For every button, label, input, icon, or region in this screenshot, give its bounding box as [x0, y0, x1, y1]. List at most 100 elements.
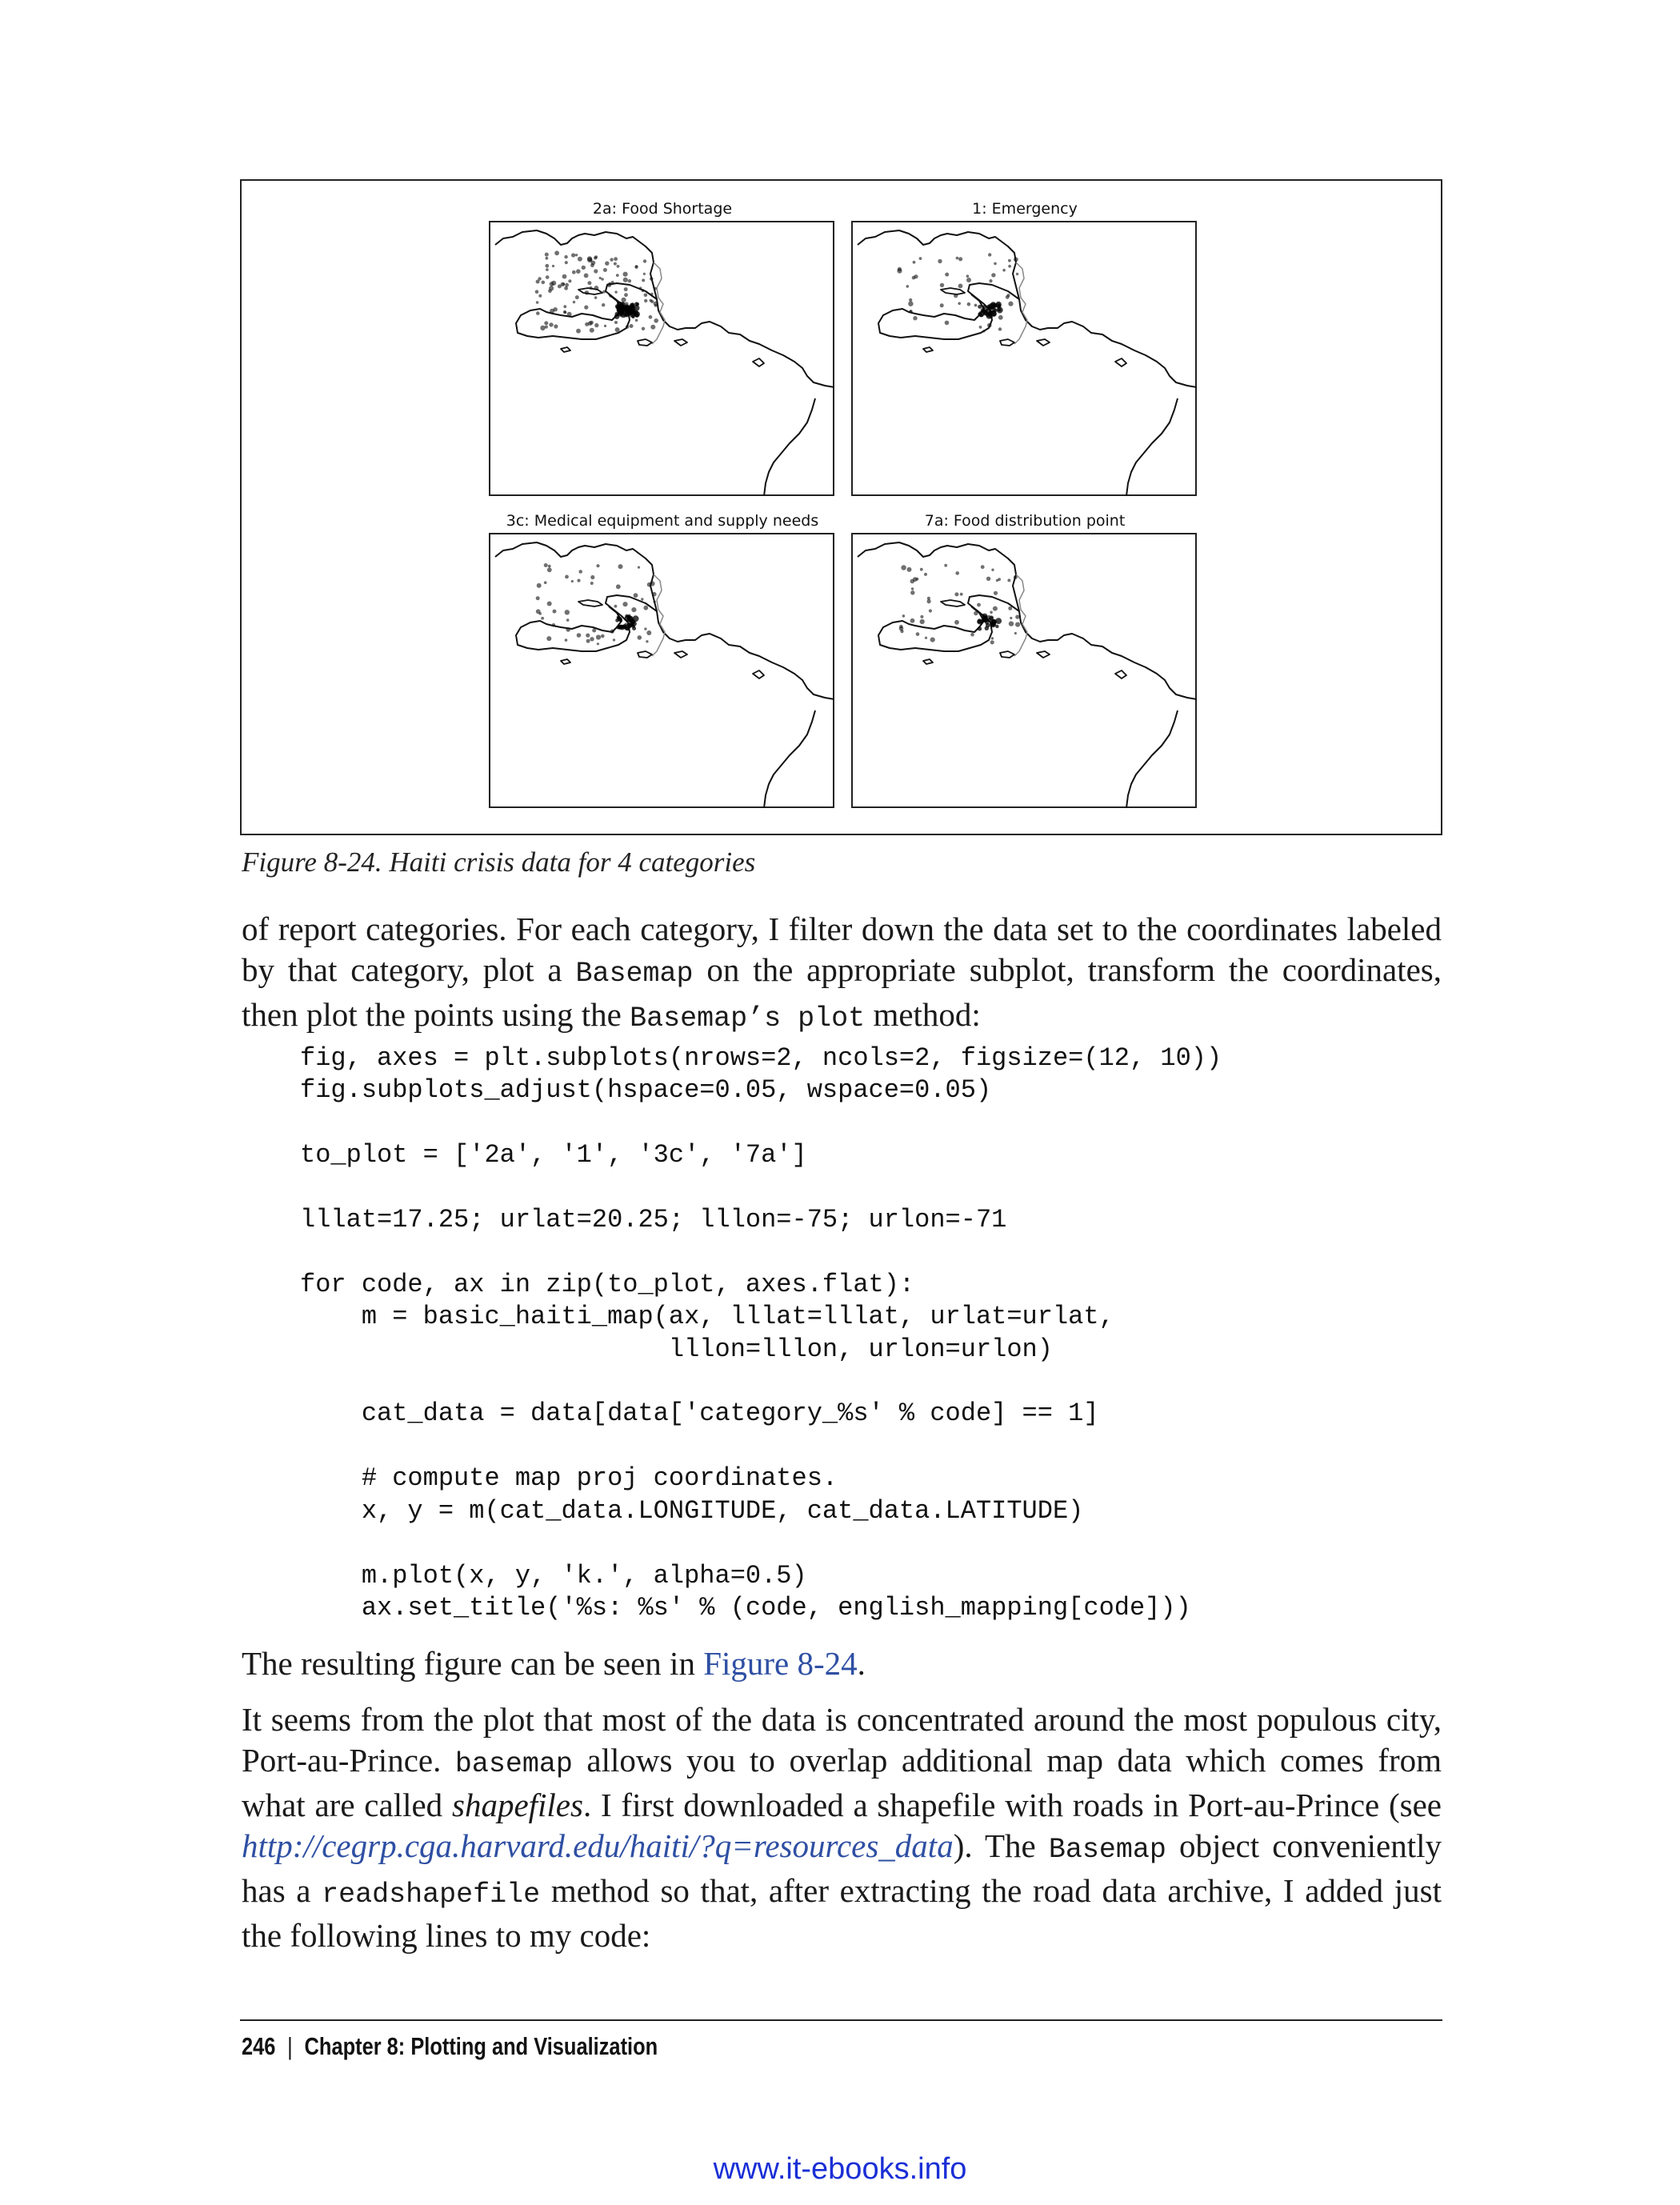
data-point-cluster: [987, 618, 991, 622]
data-point: [1013, 575, 1018, 580]
data-point-cluster: [990, 619, 996, 626]
data-point: [540, 325, 546, 331]
coastline-south: [1126, 710, 1178, 808]
para3-text: allows you to overlap additional map dat…: [242, 1742, 1442, 1823]
data-point-cluster: [979, 313, 983, 318]
data-point-cluster: [977, 619, 982, 624]
data-point: [594, 322, 599, 328]
data-point-cluster: [982, 305, 986, 310]
data-point: [644, 298, 648, 303]
data-point: [986, 576, 991, 581]
para1-text: on the appropriate subplot, transform th…: [242, 951, 1442, 1033]
data-point-cluster: [986, 622, 990, 628]
data-point: [642, 259, 647, 263]
data-point: [990, 637, 994, 640]
data-point: [944, 563, 948, 567]
data-point: [906, 285, 910, 288]
data-point: [918, 257, 922, 260]
data-point: [913, 316, 918, 321]
national-border: [651, 262, 666, 345]
data-point: [562, 310, 566, 314]
island-outline: [1114, 358, 1127, 367]
data-point: [637, 566, 641, 569]
data-point: [590, 582, 594, 585]
data-point-cluster: [634, 313, 639, 318]
inline-code-basemap-lower: basemap: [454, 1748, 573, 1780]
data-point: [991, 568, 994, 571]
data-point: [1008, 264, 1011, 268]
data-point: [900, 630, 904, 634]
inline-code-basemap: Basemap: [575, 958, 694, 990]
data-point: [966, 302, 971, 306]
data-point: [643, 293, 648, 298]
data-point: [590, 263, 594, 268]
data-point: [1014, 631, 1017, 635]
data-point: [594, 256, 598, 260]
data-point-cluster: [632, 626, 637, 630]
map-panel-medical-equipment: [489, 533, 834, 808]
data-point: [613, 262, 617, 266]
map-panel-food-shortage: [489, 221, 834, 496]
data-point: [571, 270, 576, 274]
watermark-link[interactable]: www.it-ebooks.info: [713, 2152, 967, 2186]
data-point: [590, 637, 594, 642]
data-point: [610, 281, 614, 285]
data-point: [926, 596, 930, 600]
data-point: [546, 636, 552, 642]
data-point-cluster: [984, 308, 989, 313]
island-outline: [560, 658, 571, 665]
data-point: [602, 290, 606, 294]
data-point: [602, 268, 607, 272]
data-point: [576, 269, 581, 274]
data-point: [545, 256, 549, 260]
data-point-cluster: [995, 624, 999, 629]
data-point: [587, 321, 593, 326]
data-point: [649, 298, 653, 302]
data-point: [988, 253, 992, 257]
data-point-cluster: [990, 302, 997, 308]
data-point: [898, 626, 904, 631]
coastline-south: [763, 398, 816, 496]
code-block: fig, axes = plt.subplots(nrows=2, ncols=…: [300, 1043, 1222, 1623]
island-outline: [999, 338, 1015, 346]
data-point: [939, 303, 944, 308]
data-point: [614, 290, 618, 294]
data-point: [650, 324, 656, 330]
resources-url-link[interactable]: http://cegrp.cga.harvard.edu/haiti/?q=re…: [242, 1827, 954, 1864]
data-point-cluster: [630, 619, 635, 625]
map-title-food-shortage: 2a: Food Shortage: [592, 200, 733, 218]
data-point: [978, 326, 982, 329]
data-point: [548, 289, 552, 294]
island-outline: [922, 658, 934, 665]
data-point: [901, 565, 906, 570]
data-point: [545, 263, 550, 268]
data-point: [638, 286, 642, 290]
data-point: [581, 265, 586, 270]
data-point: [614, 321, 618, 324]
data-point: [1015, 622, 1021, 627]
island-outline: [752, 358, 765, 367]
data-point: [1008, 606, 1013, 610]
body-paragraph-3: It seems from the plot that most of the …: [242, 1699, 1442, 1956]
data-point: [546, 268, 549, 271]
page-footer: 246 | Chapter 8: Plotting and Visualizatio…: [242, 2032, 658, 2061]
data-point: [926, 599, 931, 604]
data-point: [634, 318, 638, 322]
data-point: [633, 593, 638, 598]
data-point: [571, 253, 576, 258]
data-point: [938, 258, 942, 264]
footer-rule: [240, 2019, 1442, 2021]
data-point: [534, 290, 539, 294]
data-point: [992, 606, 998, 611]
data-point: [982, 330, 986, 333]
coastline-south: [763, 710, 816, 808]
figure-reference-link[interactable]: Figure 8-24: [703, 1645, 858, 1682]
island-outline: [922, 346, 934, 353]
data-point: [954, 619, 959, 625]
data-point: [586, 638, 590, 643]
data-point: [958, 302, 961, 306]
data-point: [954, 293, 958, 298]
data-point: [646, 630, 652, 635]
data-point: [594, 296, 598, 299]
data-point: [590, 574, 595, 580]
